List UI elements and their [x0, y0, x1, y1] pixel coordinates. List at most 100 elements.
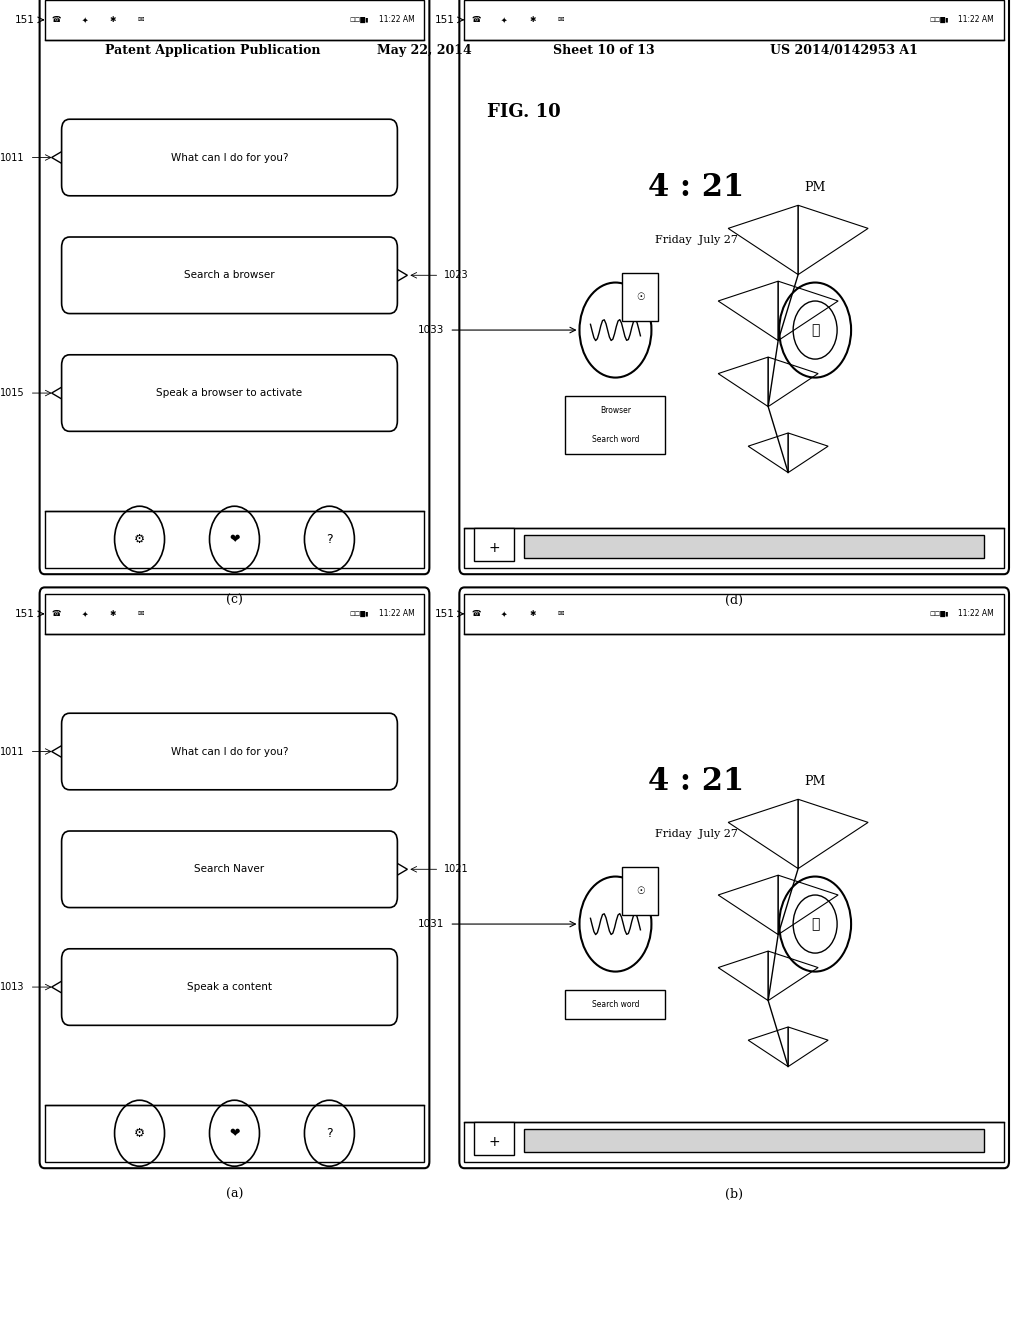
Polygon shape — [51, 147, 70, 168]
FancyBboxPatch shape — [61, 355, 397, 432]
Text: (a): (a) — [226, 1188, 243, 1201]
Bar — [565, 396, 666, 454]
Text: ✉: ✉ — [557, 610, 563, 618]
Text: 4 : 21: 4 : 21 — [648, 172, 744, 203]
Text: +: + — [488, 541, 500, 554]
Text: 151: 151 — [14, 609, 35, 619]
Text: ☐☐█▮: ☐☐█▮ — [350, 17, 370, 22]
Text: ❤: ❤ — [229, 533, 240, 545]
Text: ?: ? — [326, 533, 333, 545]
Text: 1013: 1013 — [0, 982, 25, 993]
Text: ❤: ❤ — [229, 1127, 240, 1139]
Text: 1021: 1021 — [444, 865, 469, 874]
Text: What can I do for you?: What can I do for you? — [171, 747, 288, 756]
Bar — [45, 1105, 424, 1162]
Text: (b): (b) — [725, 1188, 743, 1201]
Text: ✉: ✉ — [137, 16, 143, 24]
Bar — [524, 535, 984, 558]
Text: (d): (d) — [725, 594, 743, 607]
Text: ✦: ✦ — [501, 610, 508, 618]
Text: Search word: Search word — [592, 436, 639, 444]
FancyBboxPatch shape — [474, 528, 514, 561]
Text: ☎: ☎ — [52, 16, 61, 24]
Text: Speak a content: Speak a content — [187, 982, 272, 993]
Text: Friday  July 27: Friday July 27 — [655, 829, 738, 840]
Text: ✦: ✦ — [81, 16, 88, 24]
Text: PM: PM — [805, 181, 825, 194]
Text: ✱: ✱ — [110, 16, 116, 24]
Bar — [464, 1122, 1004, 1162]
Text: +: + — [488, 1135, 500, 1148]
Text: 1031: 1031 — [418, 919, 444, 929]
Text: ☐☐█▮: ☐☐█▮ — [930, 611, 949, 616]
Bar — [45, 594, 424, 634]
Text: Speak a browser to activate: Speak a browser to activate — [157, 388, 302, 399]
Text: May 22, 2014: May 22, 2014 — [377, 44, 472, 57]
Text: FIG. 10: FIG. 10 — [487, 103, 561, 121]
Text: (c): (c) — [226, 594, 243, 607]
FancyBboxPatch shape — [40, 587, 429, 1168]
Text: ✱: ✱ — [529, 16, 536, 24]
Polygon shape — [389, 265, 408, 286]
Text: ✱: ✱ — [529, 610, 536, 618]
Text: Friday  July 27: Friday July 27 — [655, 235, 738, 246]
Bar — [524, 1129, 984, 1152]
Text: 🔒: 🔒 — [811, 323, 819, 337]
Polygon shape — [51, 383, 70, 404]
Text: Sheet 10 of 13: Sheet 10 of 13 — [553, 44, 655, 57]
FancyBboxPatch shape — [61, 832, 397, 908]
Text: 4 : 21: 4 : 21 — [648, 766, 744, 797]
Bar — [45, 511, 424, 568]
FancyBboxPatch shape — [61, 713, 397, 789]
Text: 1011: 1011 — [0, 747, 25, 756]
Text: 1033: 1033 — [418, 325, 444, 335]
FancyBboxPatch shape — [40, 0, 429, 574]
Text: 1023: 1023 — [444, 271, 469, 280]
Text: PM: PM — [805, 775, 825, 788]
Text: Patent Application Publication: Patent Application Publication — [104, 44, 321, 57]
FancyBboxPatch shape — [61, 119, 397, 195]
Text: 1011: 1011 — [0, 153, 25, 162]
FancyBboxPatch shape — [460, 0, 1009, 574]
FancyBboxPatch shape — [61, 949, 397, 1026]
Text: 151: 151 — [434, 609, 455, 619]
Text: ✉: ✉ — [137, 610, 143, 618]
FancyBboxPatch shape — [623, 273, 658, 321]
Text: ✦: ✦ — [501, 16, 508, 24]
Text: ☐☐█▮: ☐☐█▮ — [350, 611, 370, 616]
Bar — [464, 528, 1004, 568]
FancyBboxPatch shape — [474, 1122, 514, 1155]
Text: 151: 151 — [434, 15, 455, 25]
Text: 11:22 AM: 11:22 AM — [958, 16, 994, 24]
Text: Search a browser: Search a browser — [184, 271, 274, 280]
Text: ⚙: ⚙ — [134, 1127, 145, 1139]
Bar — [464, 0, 1004, 40]
Text: ✱: ✱ — [110, 610, 116, 618]
FancyBboxPatch shape — [623, 867, 658, 915]
Bar — [464, 594, 1004, 634]
Text: 🔒: 🔒 — [811, 917, 819, 931]
Text: 151: 151 — [14, 15, 35, 25]
Text: ✉: ✉ — [557, 16, 563, 24]
Text: ☉: ☉ — [636, 886, 645, 896]
Text: 11:22 AM: 11:22 AM — [379, 610, 415, 618]
Text: Browser: Browser — [600, 407, 631, 414]
Text: 1015: 1015 — [0, 388, 25, 399]
Text: Search word: Search word — [592, 1001, 639, 1008]
Polygon shape — [51, 741, 70, 762]
FancyBboxPatch shape — [61, 238, 397, 314]
Text: Search Naver: Search Naver — [195, 865, 264, 874]
Text: ☉: ☉ — [636, 292, 645, 302]
Text: US 2014/0142953 A1: US 2014/0142953 A1 — [770, 44, 919, 57]
Polygon shape — [389, 859, 408, 880]
Bar — [45, 0, 424, 40]
Text: ☎: ☎ — [472, 610, 481, 618]
Text: 11:22 AM: 11:22 AM — [379, 16, 415, 24]
Text: ☐☐█▮: ☐☐█▮ — [930, 17, 949, 22]
FancyBboxPatch shape — [460, 587, 1009, 1168]
Text: ☎: ☎ — [472, 16, 481, 24]
Text: ✦: ✦ — [81, 610, 88, 618]
Text: What can I do for you?: What can I do for you? — [171, 153, 288, 162]
Text: ?: ? — [326, 1127, 333, 1139]
Polygon shape — [51, 977, 70, 998]
